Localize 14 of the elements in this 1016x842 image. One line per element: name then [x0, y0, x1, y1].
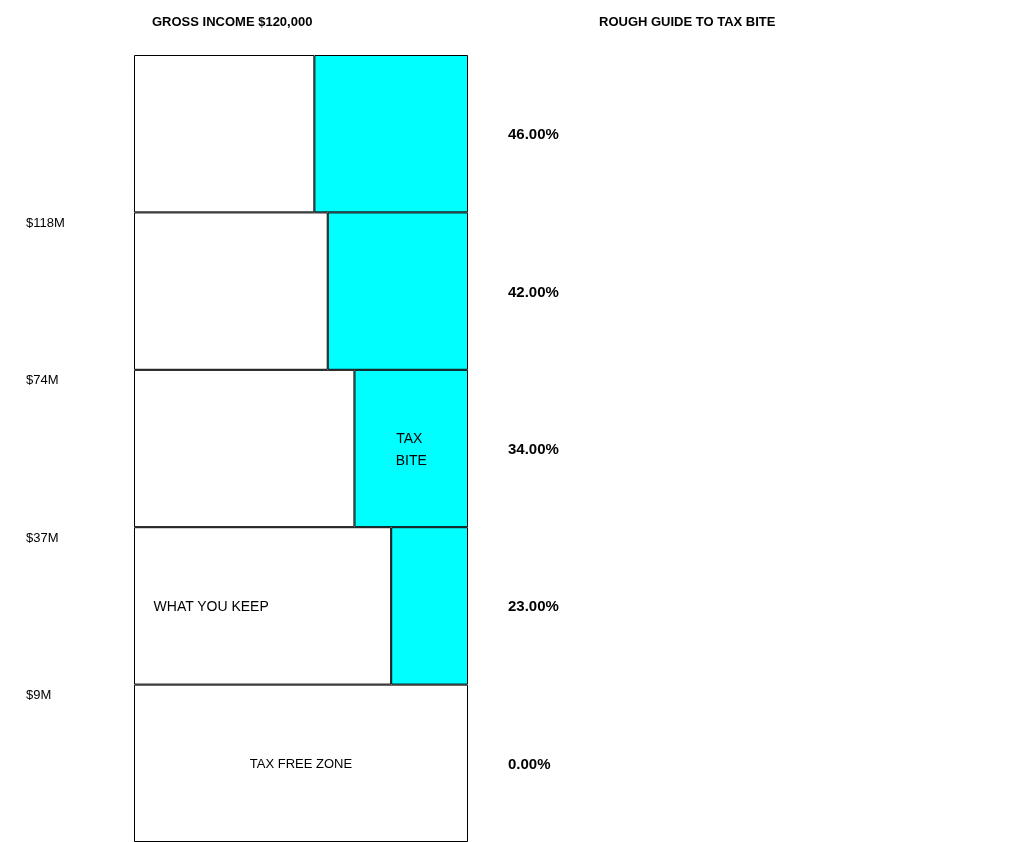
- text: $37M: [26, 529, 59, 545]
- annotation: TAX FREE ZONE: [249, 755, 353, 771]
- series-label: TAX BITE: [395, 429, 427, 468]
- text: $118M: [26, 214, 65, 230]
- data-label: 0.00%: [508, 754, 551, 772]
- series-label: WHAT YOU KEEP: [153, 597, 269, 614]
- text: $74M: [26, 372, 59, 388]
- data-label: 23.00%: [508, 597, 559, 615]
- data-label: 46.00%: [508, 125, 559, 143]
- text: $9M: [26, 687, 52, 703]
- data-label: 42.00%: [508, 282, 559, 300]
- data-label: 34.00%: [508, 440, 559, 457]
- text: ROUGH GUIDE TO TAX BITE: [599, 14, 776, 29]
- chart-title: GROSS INCOME $120,000: [152, 14, 313, 29]
